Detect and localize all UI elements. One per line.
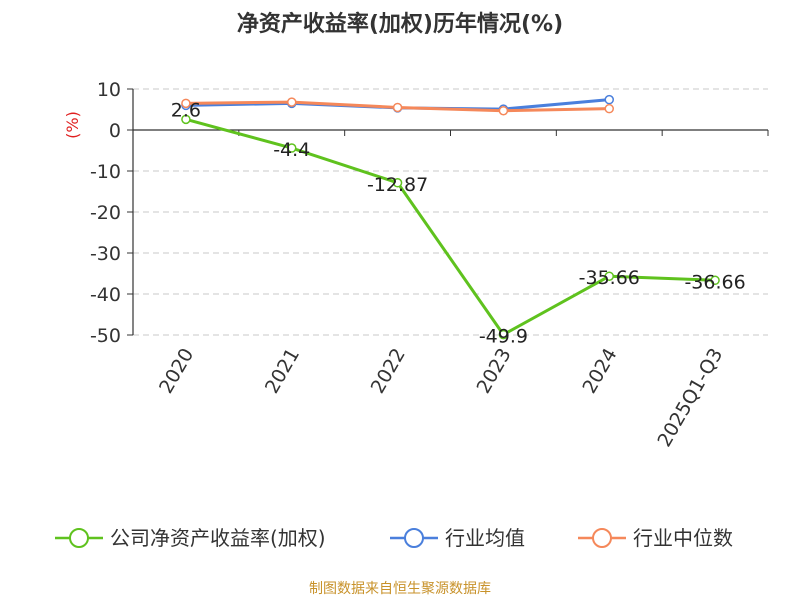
data-label: 2.6 — [171, 99, 201, 121]
y-tick-label: -30 — [90, 243, 121, 265]
data-point — [181, 114, 191, 125]
data-point — [392, 102, 403, 113]
axes: 10 0 -10 -20 -30 -40 -50 (%) 2020 2021 2022 2023 202… — [63, 79, 769, 451]
source-note: 制图数据来自恒生聚源数据库 — [309, 581, 491, 597]
data-point — [287, 143, 297, 153]
data-point — [498, 329, 509, 340]
legend-swatch-marker — [404, 528, 424, 548]
data-point — [392, 178, 403, 188]
legend-swatch-marker — [592, 528, 612, 548]
y-tick-label: -10 — [90, 161, 121, 183]
data-label: -49.9 — [479, 326, 528, 348]
legend-item[interactable]: 行业均值 — [390, 526, 525, 550]
x-tick-label: 2023 — [473, 345, 516, 398]
data-label: -36.66 — [684, 271, 745, 293]
data-point — [604, 94, 614, 105]
data-label: -4.4 — [273, 139, 310, 161]
y-unit-label: (%) — [63, 111, 82, 139]
x-tick-label: 2020 — [155, 345, 198, 398]
data-point — [604, 103, 614, 114]
data-point — [181, 98, 191, 109]
data-labels: 2.6 -4.4 -12.87 -49.9 -35.66 -36.66 — [171, 99, 746, 347]
series-line-0 — [185, 117, 716, 337]
y-tick-label: -20 — [90, 202, 121, 224]
x-tick-label: 2025Q1-Q3 — [653, 345, 727, 451]
y-tick-label: 10 — [97, 79, 121, 101]
data-point — [710, 275, 720, 286]
x-tick-label: 2024 — [578, 345, 621, 398]
series-lines — [181, 94, 720, 340]
legend-swatch-marker — [69, 528, 89, 548]
legend-label: 公司净资产收益率(加权) — [110, 526, 326, 550]
data-point — [287, 97, 297, 107]
y-tick-label: 0 — [109, 120, 121, 142]
data-point — [498, 105, 509, 116]
legend[interactable]: 公司净资产收益率(加权) 行业均值 行业中位数 — [55, 526, 733, 550]
chart-title: 净资产收益率(加权)历年情况(%) — [236, 12, 564, 37]
data-label: -12.87 — [367, 174, 428, 196]
legend-label: 行业均值 — [445, 526, 525, 550]
legend-item[interactable]: 公司净资产收益率(加权) — [55, 526, 326, 550]
x-tick-label: 2021 — [261, 345, 304, 398]
legend-label: 行业中位数 — [633, 526, 733, 550]
y-tick-label: -40 — [90, 284, 121, 306]
data-label: -35.66 — [579, 267, 640, 289]
legend-item[interactable]: 行业中位数 — [578, 526, 733, 550]
x-tick-label: 2022 — [367, 345, 410, 398]
gridlines — [133, 88, 768, 336]
y-tick-label: -50 — [90, 325, 121, 347]
data-point — [604, 271, 614, 281]
